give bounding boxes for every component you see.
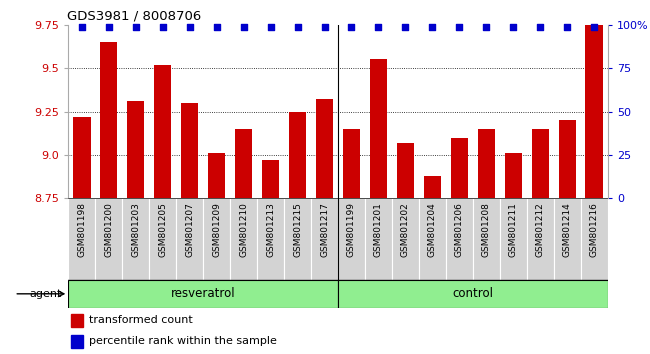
Point xyxy=(292,24,303,30)
Bar xyxy=(230,198,257,280)
Point xyxy=(346,24,357,30)
Bar xyxy=(338,198,365,280)
Text: GSM801215: GSM801215 xyxy=(293,202,302,257)
Text: percentile rank within the sample: percentile rank within the sample xyxy=(89,336,277,346)
Text: GSM801216: GSM801216 xyxy=(590,202,599,257)
Point xyxy=(211,24,222,30)
Text: GSM801203: GSM801203 xyxy=(131,202,140,257)
Bar xyxy=(122,198,150,280)
Bar xyxy=(586,25,603,198)
Bar xyxy=(316,99,333,198)
Bar xyxy=(419,198,446,280)
Bar xyxy=(95,198,122,280)
Bar xyxy=(235,129,252,198)
Point xyxy=(265,24,276,30)
Text: GSM801202: GSM801202 xyxy=(401,202,410,257)
Point xyxy=(400,24,411,30)
Bar xyxy=(203,198,230,280)
Text: GSM801205: GSM801205 xyxy=(158,202,167,257)
Bar xyxy=(127,101,144,198)
Bar xyxy=(504,153,522,198)
Point xyxy=(185,24,195,30)
Text: GSM801212: GSM801212 xyxy=(536,202,545,257)
Bar xyxy=(262,160,279,198)
Text: GSM801209: GSM801209 xyxy=(212,202,221,257)
Bar xyxy=(478,129,495,198)
Bar xyxy=(154,65,172,198)
Text: GDS3981 / 8008706: GDS3981 / 8008706 xyxy=(67,9,202,22)
Bar xyxy=(365,198,392,280)
Bar xyxy=(284,198,311,280)
Text: GSM801198: GSM801198 xyxy=(77,202,86,257)
Point xyxy=(535,24,545,30)
Bar xyxy=(424,176,441,198)
Bar xyxy=(554,198,581,280)
Point xyxy=(239,24,249,30)
Text: control: control xyxy=(452,287,493,300)
Point xyxy=(562,24,573,30)
Text: GSM801214: GSM801214 xyxy=(563,202,572,257)
Bar xyxy=(446,198,473,280)
Point xyxy=(103,24,114,30)
Bar xyxy=(581,198,608,280)
Bar xyxy=(257,198,284,280)
Bar xyxy=(176,198,203,280)
Text: transformed count: transformed count xyxy=(89,315,192,325)
Bar xyxy=(208,153,226,198)
Point xyxy=(373,24,384,30)
Point xyxy=(131,24,141,30)
Text: GSM801208: GSM801208 xyxy=(482,202,491,257)
Bar xyxy=(532,129,549,198)
Bar xyxy=(558,120,576,198)
Text: GSM801213: GSM801213 xyxy=(266,202,275,257)
Text: GSM801207: GSM801207 xyxy=(185,202,194,257)
Point xyxy=(427,24,437,30)
Point xyxy=(454,24,465,30)
Text: GSM801217: GSM801217 xyxy=(320,202,329,257)
Text: agent: agent xyxy=(29,289,62,299)
Text: GSM801204: GSM801204 xyxy=(428,202,437,257)
Text: resveratrol: resveratrol xyxy=(171,287,235,300)
Bar xyxy=(396,143,414,198)
Bar xyxy=(68,198,95,280)
Bar xyxy=(181,103,198,198)
Bar xyxy=(68,280,338,308)
Text: GSM801210: GSM801210 xyxy=(239,202,248,257)
Bar xyxy=(392,198,419,280)
Text: GSM801201: GSM801201 xyxy=(374,202,383,257)
Bar xyxy=(100,42,118,198)
Bar xyxy=(150,198,176,280)
Bar xyxy=(527,198,554,280)
Bar xyxy=(343,129,360,198)
Point xyxy=(481,24,491,30)
Bar xyxy=(370,59,387,198)
Bar xyxy=(450,138,468,198)
Point xyxy=(157,24,168,30)
Text: GSM801199: GSM801199 xyxy=(347,202,356,257)
Bar xyxy=(71,314,83,327)
Point xyxy=(77,24,87,30)
Bar xyxy=(73,117,90,198)
Point xyxy=(589,24,599,30)
Text: GSM801211: GSM801211 xyxy=(509,202,518,257)
Text: GSM801206: GSM801206 xyxy=(455,202,464,257)
Bar xyxy=(473,198,500,280)
Point xyxy=(508,24,519,30)
Bar xyxy=(71,335,83,348)
Bar xyxy=(500,198,527,280)
Bar xyxy=(338,280,608,308)
Bar xyxy=(289,112,306,198)
Point xyxy=(319,24,330,30)
Text: GSM801200: GSM801200 xyxy=(104,202,113,257)
Bar xyxy=(311,198,338,280)
